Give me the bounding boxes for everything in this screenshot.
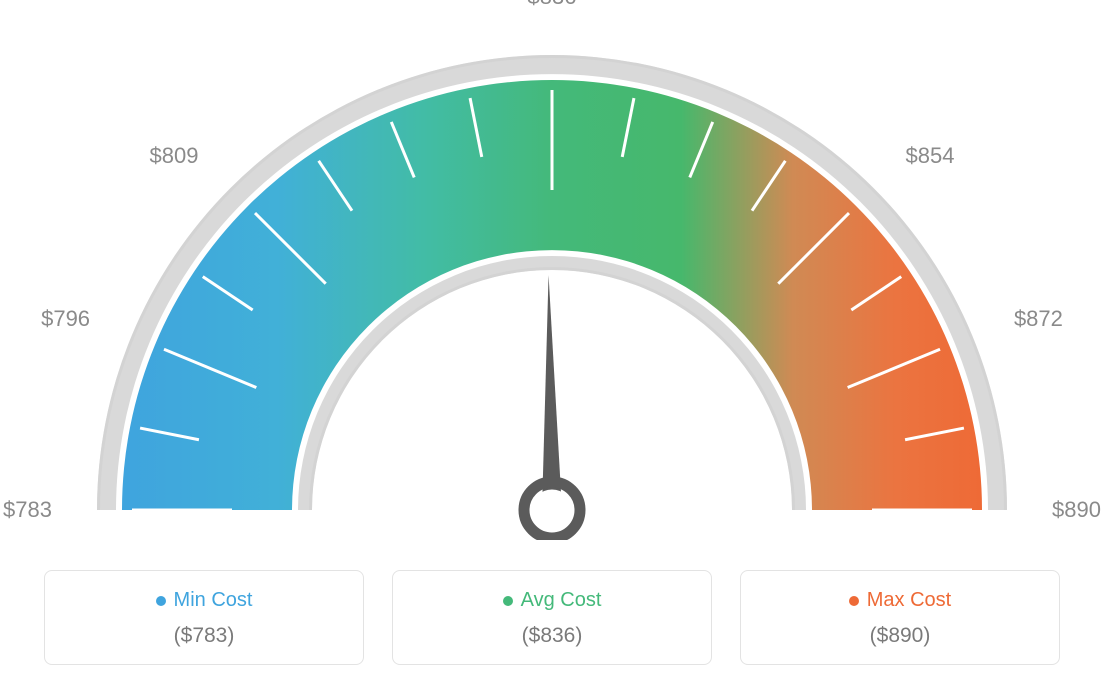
legend-value-avg: ($836): [403, 624, 701, 648]
legend-value-max: ($890): [751, 624, 1049, 648]
gauge-tick-label: $854: [906, 143, 955, 169]
legend-title-min: Min Cost: [156, 589, 253, 612]
legend-dot-avg: [503, 596, 513, 606]
legend-label-avg: Avg Cost: [521, 589, 602, 612]
gauge-chart: $783$796$809$836$854$872$890: [20, 20, 1084, 540]
legend-dot-max: [849, 596, 859, 606]
gauge-svg: [20, 20, 1084, 540]
gauge-tick-label: $836: [528, 0, 577, 10]
legend-card-avg: Avg Cost ($836): [392, 570, 712, 665]
legend-title-avg: Avg Cost: [503, 589, 602, 612]
legend-value-min: ($783): [55, 624, 353, 648]
legend-card-max: Max Cost ($890): [740, 570, 1060, 665]
legend-dot-min: [156, 596, 166, 606]
gauge-tick-label: $796: [41, 306, 90, 332]
legend-card-min: Min Cost ($783): [44, 570, 364, 665]
legend-row: Min Cost ($783) Avg Cost ($836) Max Cost…: [20, 570, 1084, 665]
legend-title-max: Max Cost: [849, 589, 951, 612]
gauge-tick-label: $890: [1052, 497, 1101, 523]
gauge-tick-label: $783: [3, 497, 52, 523]
legend-label-max: Max Cost: [867, 589, 951, 612]
legend-label-min: Min Cost: [174, 589, 253, 612]
gauge-tick-label: $809: [149, 143, 198, 169]
gauge-tick-label: $872: [1014, 306, 1063, 332]
